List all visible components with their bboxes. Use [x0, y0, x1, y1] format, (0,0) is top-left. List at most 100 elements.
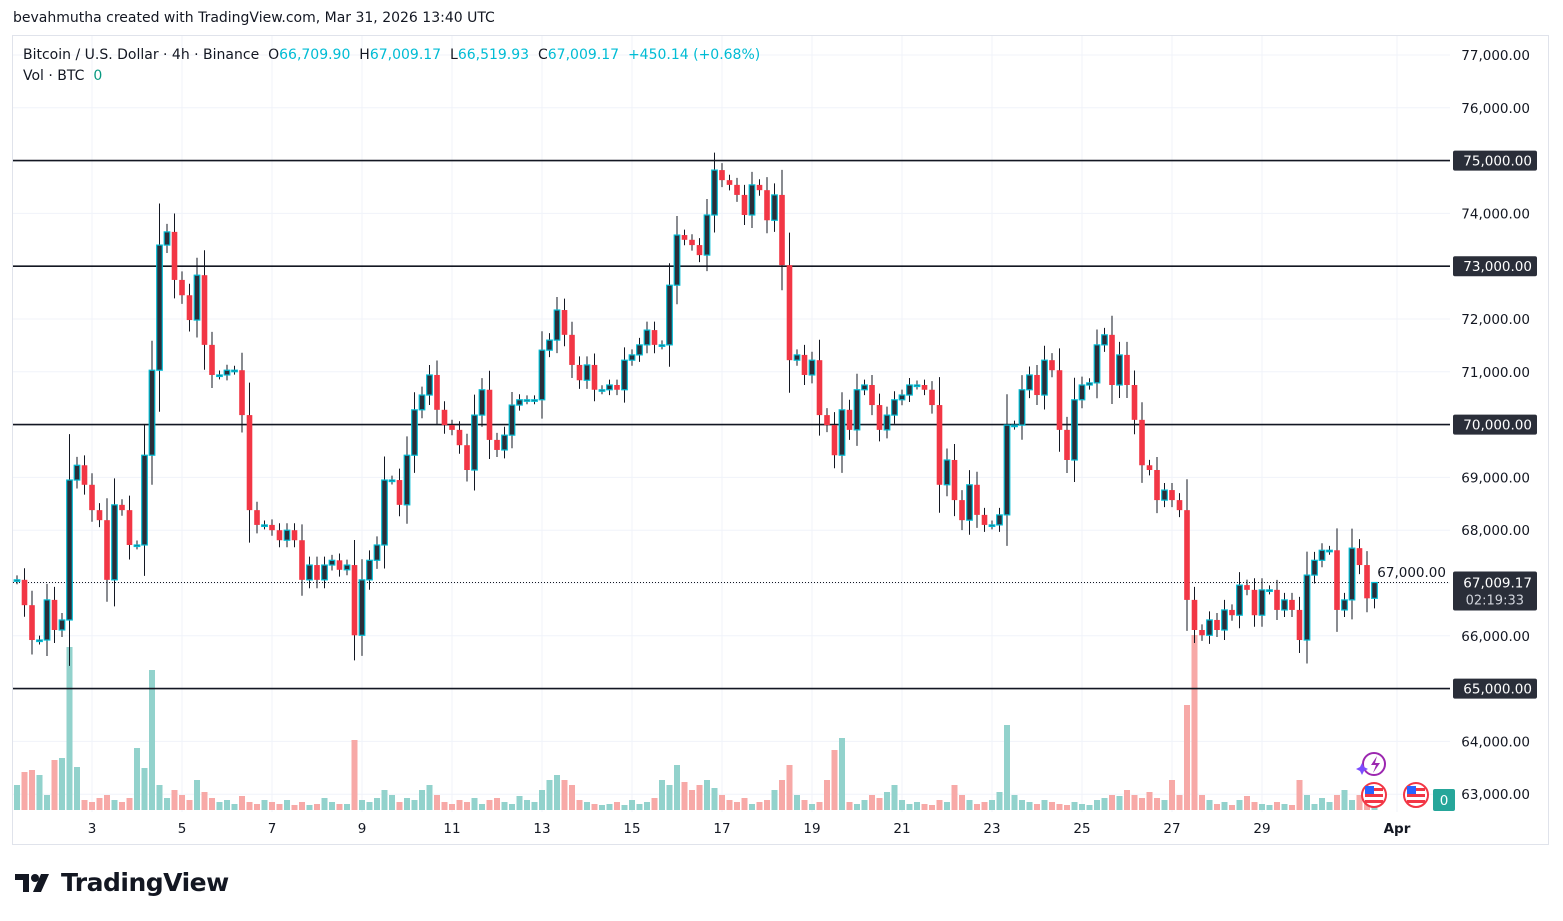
candle-up[interactable] — [478, 389, 486, 416]
candle-down[interactable] — [974, 484, 980, 515]
candle-down[interactable] — [269, 524, 275, 531]
candle-up[interactable] — [381, 479, 388, 546]
candle-up[interactable] — [13, 579, 21, 582]
candle-up[interactable] — [43, 599, 51, 641]
candle-up[interactable] — [771, 194, 778, 221]
candle-down[interactable] — [239, 370, 245, 416]
candle-up[interactable] — [58, 619, 66, 631]
candle-up[interactable] — [1011, 424, 1018, 428]
candle-up[interactable] — [411, 409, 418, 456]
candle-down[interactable] — [171, 231, 178, 280]
tradingview-logo[interactable]: TradingView — [15, 868, 229, 897]
candle-down[interactable] — [824, 415, 830, 426]
candle-down[interactable] — [314, 565, 320, 580]
candle-down[interactable] — [1334, 550, 1340, 610]
candle-down[interactable] — [299, 540, 305, 580]
candle-up[interactable] — [1041, 359, 1048, 396]
candle-down[interactable] — [1364, 565, 1370, 599]
candle-down[interactable] — [726, 180, 733, 185]
candle-up[interactable] — [546, 339, 553, 351]
candle-up[interactable] — [1116, 354, 1123, 386]
candle-up[interactable] — [988, 524, 996, 528]
candle-up[interactable] — [538, 349, 546, 401]
candle-down[interactable] — [186, 295, 193, 321]
candle-up[interactable] — [666, 284, 673, 346]
candle-down[interactable] — [254, 510, 260, 525]
candle-down[interactable] — [1034, 374, 1040, 396]
candle-down[interactable] — [1199, 629, 1205, 636]
candle-up[interactable] — [358, 579, 366, 636]
candle-down[interactable] — [786, 265, 793, 361]
candle-up[interactable] — [133, 544, 141, 548]
candle-down[interactable] — [936, 405, 943, 485]
us-flag-icon[interactable] — [1361, 782, 1387, 808]
candle-up[interactable] — [628, 354, 636, 361]
volume-label[interactable]: Vol · BTC — [23, 68, 85, 84]
candle-up[interactable] — [943, 459, 951, 486]
candle-down[interactable] — [756, 184, 763, 191]
candle-down[interactable] — [1139, 419, 1145, 466]
candle-up[interactable] — [321, 564, 328, 581]
candle-down[interactable] — [614, 385, 620, 390]
candle-down[interactable] — [126, 510, 133, 545]
candle-down[interactable] — [1214, 619, 1220, 630]
candle-up[interactable] — [471, 414, 478, 471]
candle-down[interactable] — [1154, 470, 1160, 501]
candle-up[interactable] — [673, 234, 681, 286]
candle-down[interactable] — [434, 374, 440, 410]
candle-up[interactable] — [966, 484, 973, 521]
candle-up[interactable] — [261, 524, 268, 528]
candle-down[interactable] — [1251, 589, 1258, 616]
candle-up[interactable] — [1161, 489, 1168, 501]
candle-up[interactable] — [1071, 399, 1078, 461]
candle-down[interactable] — [816, 360, 823, 416]
candle-down[interactable] — [89, 484, 95, 511]
candle-down[interactable] — [291, 530, 298, 541]
candle-up[interactable] — [1258, 589, 1266, 616]
candle-up[interactable] — [853, 389, 861, 431]
candle-up[interactable] — [1318, 549, 1326, 561]
candle-up[interactable] — [501, 434, 508, 451]
candle-up[interactable] — [193, 274, 201, 321]
candle-up[interactable] — [1221, 609, 1228, 631]
candle-up[interactable] — [913, 384, 921, 388]
candle-down[interactable] — [1229, 609, 1235, 616]
candle-down[interactable] — [1146, 465, 1153, 471]
candle-up[interactable] — [36, 639, 43, 643]
candle-down[interactable] — [591, 364, 598, 390]
candle-down[interactable] — [1289, 599, 1295, 610]
candle-down[interactable] — [689, 239, 695, 246]
candle-up[interactable] — [793, 354, 801, 361]
candle-down[interactable] — [801, 354, 808, 375]
candle-down[interactable] — [351, 565, 358, 636]
lightning-icon[interactable] — [1356, 752, 1386, 776]
candle-up[interactable] — [73, 464, 81, 481]
candle-down[interactable] — [449, 425, 455, 430]
candle-down[interactable] — [396, 480, 403, 505]
candle-down[interactable] — [1064, 429, 1070, 460]
candle-up[interactable] — [621, 359, 628, 391]
candle-down[interactable] — [104, 520, 110, 580]
candle-up[interactable] — [148, 369, 156, 456]
candle-down[interactable] — [869, 385, 875, 406]
candle-down[interactable] — [951, 459, 958, 501]
candle-up[interactable] — [1086, 382, 1093, 386]
candle-up[interactable] — [598, 389, 606, 392]
candle-down[interactable] — [51, 599, 58, 630]
candle-up[interactable] — [1101, 334, 1108, 346]
symbol-title[interactable]: Bitcoin / U.S. Dollar · 4h · Binance — [23, 47, 260, 63]
candle-down[interactable] — [1049, 360, 1055, 371]
candle-down[interactable] — [876, 405, 883, 430]
candle-down[interactable] — [929, 389, 935, 406]
candle-up[interactable] — [1281, 599, 1288, 611]
candle-down[interactable] — [651, 330, 658, 345]
candle-up[interactable] — [373, 544, 381, 561]
candle-down[interactable] — [1274, 589, 1280, 610]
candle-down[interactable] — [1131, 385, 1138, 420]
candle-down[interactable] — [179, 279, 185, 296]
candle-down[interactable] — [1356, 548, 1363, 566]
candle-up[interactable] — [1003, 424, 1011, 516]
candle-up[interactable] — [1236, 584, 1243, 616]
candle-down[interactable] — [201, 275, 208, 345]
candle-up[interactable] — [1348, 547, 1356, 601]
